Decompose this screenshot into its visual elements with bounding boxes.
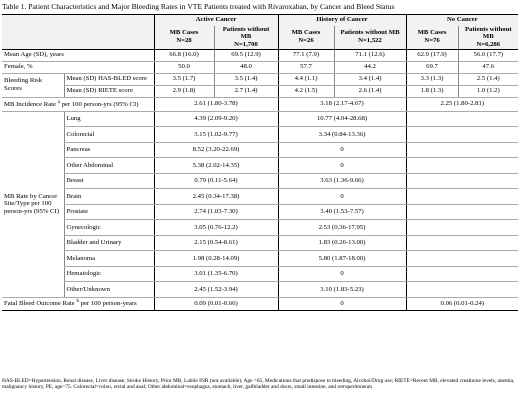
table-row: Other Abdominal 5.38 (2.02-14.35) 0 (2, 157, 519, 174)
site-active-rate: 3.15 (1.02-9.77) (153, 126, 279, 143)
table-row: Pancreas 8.52 (3.20-22.69) 0 (2, 142, 519, 159)
table-row: Other/Unknown 2.45 (1.52-3.94) 3.10 (1.83-… (2, 281, 519, 298)
site-active-rate: 2.45 (1.52-3.94) (153, 281, 279, 298)
sub-header-row: MB Cases N=28 Patients without MB N=1,700 … (2, 25, 519, 50)
site-no-cancer-rate (405, 219, 519, 236)
footnote: HAS-BLED=Hypertension, Renal disease, Li… (2, 378, 515, 391)
site-history-rate: 5.80 (1.87-18.00) (277, 250, 407, 267)
site-no-cancer-rate (405, 250, 519, 267)
site-history-rate: 0 (277, 142, 407, 159)
table-row: Breast 0.79 (0.11-5.64) 3.63 (1.36-9.66) (2, 173, 519, 190)
site-name: Colorectal (63, 126, 154, 143)
site-active-rate: 8.52 (3.20-22.69) (153, 142, 279, 159)
site-name: Lung (63, 111, 154, 128)
site-name: Gynecologic (63, 219, 154, 236)
site-history-rate: 3.63 (1.36-9.66) (277, 173, 407, 190)
site-name: Hematologic (63, 266, 154, 283)
table-row: Brain 2.45 (0.34-17.38) 0 (2, 188, 519, 205)
row-riete: Mean (SD) RIETE score 2.9 (1.8) 2.7 (1.4… (2, 85, 519, 98)
site-active-rate: 5.38 (2.02-14.35) (153, 157, 279, 174)
site-no-cancer-rate (405, 157, 519, 174)
results-table: Active Cancer History of Cancer No Cance… (2, 14, 519, 311)
group-active-cancer: Active Cancer (153, 14, 279, 26)
site-no-cancer-rate (405, 204, 519, 221)
site-no-cancer-rate (405, 281, 519, 298)
site-active-rate: 3.01 (1.35-6.70) (153, 266, 279, 283)
no-mb-header: Patients without MB N=6,286 (457, 25, 519, 50)
site-no-cancer-rate (405, 188, 519, 205)
site-name: Breast (63, 173, 154, 190)
header-blank (2, 14, 154, 26)
mb-cases-header: MB Cases N=76 (405, 25, 459, 50)
site-history-rate: 2.53 (0.36-17.95) (277, 219, 407, 236)
site-no-cancer-rate (405, 235, 519, 252)
no-mb-header: Patients without MB N=1,700 (213, 25, 279, 50)
cancer-site-rows: MB Rate by Cancer Site/Type per 100 pers… (2, 111, 519, 298)
table-row: Melanoma 1.98 (0.28-14.09) 5.80 (1.87-18.0… (2, 250, 519, 267)
mb-cases-header: MB Cases N=28 (153, 25, 214, 50)
table-row: Hematologic 3.01 (1.35-6.70) 0 (2, 266, 519, 283)
site-history-rate: 3.40 (1.53-7.57) (277, 204, 407, 221)
site-history-rate: 0 (277, 188, 407, 205)
site-name: Brain (63, 188, 154, 205)
row-fatal-bleed: Fatal Bleed Outcome Rate b per 100 perso… (2, 297, 519, 311)
site-history-rate: 10.77 (4.04-28.68) (277, 111, 407, 128)
row-female: Female, % 50.0 48.0 57.7 44.2 69.7 47.6 (2, 61, 519, 74)
site-no-cancer-rate (405, 142, 519, 159)
site-no-cancer-rate (405, 173, 519, 190)
site-history-rate: 0 (277, 157, 407, 174)
table-title: Table 1. Patient Characteristics and Maj… (2, 2, 395, 11)
row-mb-incidence: MB Incidence Rate a per 100 person-yrs (… (2, 97, 519, 112)
site-history-rate: 3.10 (1.83-5.23) (277, 281, 407, 298)
site-active-rate: 2.74 (1.03-7.30) (153, 204, 279, 221)
site-name: Prostate (63, 204, 154, 221)
site-no-cancer-rate (405, 111, 519, 128)
site-history-rate: 3.34 (0.84-13.36) (277, 126, 407, 143)
site-history-rate: 1.83 (0.26-13.00) (277, 235, 407, 252)
site-history-rate: 0 (277, 266, 407, 283)
site-active-rate: 0.79 (0.11-5.64) (153, 173, 279, 190)
site-active-rate: 2.45 (0.34-17.38) (153, 188, 279, 205)
site-no-cancer-rate (405, 126, 519, 143)
site-name: Other Abdominal (63, 157, 154, 174)
site-active-rate: 1.98 (0.28-14.09) (153, 250, 279, 267)
bleeding-risk-label: Bleeding Risk Scores (2, 73, 64, 98)
group-no-cancer: No Cancer (405, 14, 519, 26)
site-active-rate: 2.15 (0.54-8.61) (153, 235, 279, 252)
no-mb-header: Patients without MB N=1,522 (333, 25, 407, 50)
table-row: Gynecologic 3.05 (0.76-12.2) 2.53 (0.36-17… (2, 219, 519, 236)
site-no-cancer-rate (405, 266, 519, 283)
site-name: Pancreas (63, 142, 154, 159)
site-active-rate: 3.05 (0.76-12.2) (153, 219, 279, 236)
row-mean-age: Mean Age (SD), years 66.8 (16.0) 69.5 (1… (2, 49, 519, 62)
table-row: Prostate 2.74 (1.03-7.30) 3.40 (1.53-7.57) (2, 204, 519, 221)
site-name: Melanoma (63, 250, 154, 267)
group-header-row: Active Cancer History of Cancer No Cance… (2, 14, 519, 26)
site-active-rate: 4.39 (2.09-9.20) (153, 111, 279, 128)
table-row: Bladder and Urinary 2.15 (0.54-8.61) 1.83 … (2, 235, 519, 252)
table-row: MB Rate by Cancer Site/Type per 100 pers… (2, 111, 519, 298)
site-name: Bladder and Urinary (63, 235, 154, 252)
row-hasbled: Bleeding Risk Scores Mean (SD) HAS-BLED … (2, 73, 519, 98)
site-group-label: MB Rate by Cancer Site/Type per 100 pers… (2, 111, 64, 298)
mb-cases-header: MB Cases N=26 (277, 25, 335, 50)
group-history-cancer: History of Cancer (277, 14, 407, 26)
table-row: Colorectal 3.15 (1.02-9.77) 3.34 (0.84-13.… (2, 126, 519, 143)
site-name: Other/Unknown (63, 281, 154, 298)
